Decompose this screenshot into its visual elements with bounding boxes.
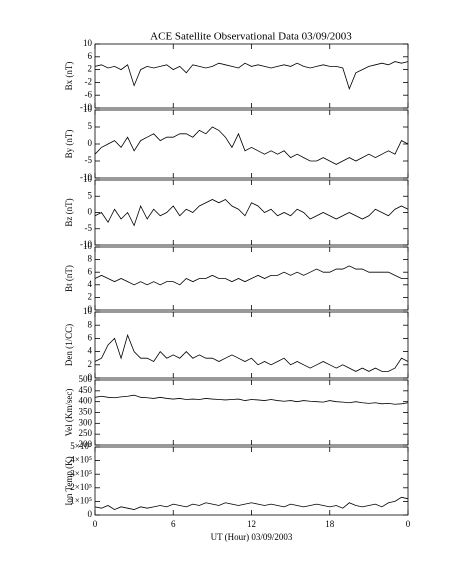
chart-title: ACE Satellite Observational Data 03/09/2… [150, 31, 352, 43]
y-tick-label: 0 [88, 509, 93, 519]
data-line [94, 61, 409, 90]
y-tick-label: -10 [80, 172, 92, 182]
y-tick-label: 10 [83, 104, 93, 114]
panel-frame [94, 179, 409, 246]
y-tick-label: 5 [88, 190, 93, 200]
y-tick-label: 0 [88, 372, 93, 382]
panel-frame [94, 43, 409, 109]
y-tick-label: 2 [88, 64, 93, 74]
y-tick-label: 5 [88, 121, 93, 131]
y-tick-label: -6 [85, 89, 93, 99]
y-tick-label: -5 [85, 155, 93, 165]
y-tick-label: 350 [79, 407, 93, 417]
data-line [94, 394, 409, 405]
y-tick-label: 0 [88, 207, 93, 217]
x-tick-label: 0 [406, 519, 411, 529]
y-tick-label: 1×10⁵ [70, 495, 92, 505]
y-tick-label: 10 [83, 38, 93, 48]
data-line [94, 265, 408, 286]
y-tick-label: 0 [88, 304, 93, 314]
y-tick-label: 4×10⁵ [70, 455, 92, 465]
data-line [94, 496, 409, 511]
y-tick-label: 6 [88, 332, 93, 342]
x-tick-label: 12 [247, 519, 256, 529]
y-tick-label: -5 [85, 223, 93, 233]
y-tick-label: 2 [88, 359, 93, 369]
y-tick-label: 2×10⁵ [70, 482, 92, 492]
y-tick-label: 8 [88, 254, 93, 264]
y-tick-label: -10 [80, 239, 92, 249]
x-tick-label: 0 [93, 519, 98, 529]
y-tick-label: 10 [83, 174, 93, 184]
data-line [94, 126, 409, 165]
y-tick-label: 500 [79, 374, 93, 384]
y-tick-label: -10 [80, 102, 92, 112]
panel-frame [94, 379, 409, 446]
y-axis-label: Bx (nT) [64, 62, 74, 91]
y-tick-label: 2 [88, 291, 93, 301]
y-tick-label: 6 [88, 266, 93, 276]
y-tick-label: 8 [88, 319, 93, 329]
data-line [94, 333, 409, 372]
panel-frame [94, 109, 409, 179]
x-axis-label: UT (Hour) 03/09/2003 [211, 532, 293, 542]
y-tick-label: 4 [88, 279, 93, 289]
x-tick-label: 18 [325, 519, 335, 529]
y-tick-label: 250 [79, 428, 93, 438]
y-tick-label: -2 [85, 76, 93, 86]
y-tick-label: 4 [88, 346, 93, 356]
y-axis-label: Vel (Km/sec) [64, 389, 74, 437]
y-axis-label: Ion Temp (K) [64, 456, 74, 505]
y-tick-label: 300 [79, 417, 93, 427]
y-tick-label: 450 [79, 385, 93, 395]
data-line [94, 199, 409, 227]
y-tick-label: 5×10⁵ [70, 441, 92, 451]
y-tick-label: 10 [83, 241, 93, 251]
y-axis-label: Den (1/CC) [64, 324, 74, 366]
y-tick-label: 200 [79, 439, 93, 449]
x-tick-label: 6 [171, 519, 176, 529]
y-tick-label: 10 [83, 306, 93, 316]
y-tick-label: 400 [79, 396, 93, 406]
y-axis-label: Bt (nT) [64, 265, 74, 292]
y-tick-label: 6 [88, 51, 93, 61]
y-tick-label: 3×10⁵ [70, 468, 92, 478]
panel-frame [94, 311, 409, 379]
y-tick-label: 0 [88, 138, 93, 148]
y-axis-label: By (nT) [64, 130, 74, 159]
panel-frame [94, 446, 409, 516]
y-axis-label: Bz (nT) [64, 198, 74, 226]
